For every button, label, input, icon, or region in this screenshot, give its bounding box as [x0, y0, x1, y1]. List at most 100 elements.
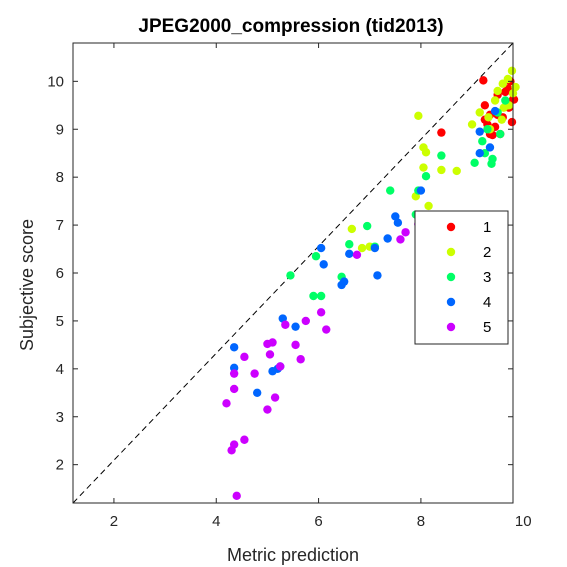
data-point — [497, 115, 506, 124]
data-point — [296, 355, 305, 364]
legend-label: 3 — [483, 269, 491, 286]
legend-marker — [446, 297, 456, 307]
data-point — [229, 343, 239, 352]
legend-marker — [446, 322, 456, 332]
data-point — [316, 291, 326, 301]
series-4-points — [229, 106, 500, 397]
data-point — [229, 384, 239, 394]
data-point — [311, 252, 321, 261]
data-point — [319, 260, 328, 269]
y-tick-label: 2 — [56, 457, 64, 474]
data-point — [281, 320, 290, 329]
data-point — [401, 228, 410, 237]
data-point — [467, 120, 477, 129]
y-tick-label: 10 — [47, 73, 64, 90]
data-point — [276, 362, 285, 371]
x-tick-label: 8 — [417, 513, 425, 530]
data-point — [345, 240, 354, 249]
data-point — [483, 125, 492, 134]
data-point — [437, 165, 446, 175]
legend-marker — [446, 247, 456, 257]
data-point — [263, 405, 272, 414]
x-tick-label: 6 — [314, 513, 322, 530]
y-tick-label: 3 — [56, 409, 64, 426]
data-point — [222, 399, 231, 408]
data-point — [452, 166, 461, 176]
data-point — [499, 103, 508, 112]
data-point — [419, 163, 428, 172]
data-point — [485, 143, 495, 152]
data-point — [316, 243, 326, 253]
data-point — [484, 113, 493, 122]
data-point — [250, 369, 259, 378]
data-point — [301, 316, 310, 326]
data-point — [475, 127, 484, 136]
x-tick-label: 2 — [110, 513, 118, 530]
x-axis-label: Metric prediction — [227, 545, 359, 565]
y-tick-label: 9 — [56, 121, 64, 138]
reference-line-group — [72, 42, 514, 504]
data-point — [232, 491, 241, 501]
data-point — [416, 186, 426, 195]
data-point — [286, 271, 295, 280]
legend-label: 4 — [483, 294, 491, 311]
x-tick-label: 4 — [212, 513, 220, 530]
y-tick-label: 7 — [56, 217, 64, 234]
data-points-group — [222, 66, 520, 501]
identity-reference-line — [72, 42, 514, 504]
data-point — [421, 148, 431, 157]
data-point — [393, 218, 403, 227]
data-point — [265, 350, 275, 359]
data-point — [437, 128, 446, 137]
data-point — [424, 201, 433, 211]
y-axis-label: Subjective score — [17, 219, 37, 351]
data-point — [475, 149, 484, 158]
data-point — [322, 325, 331, 334]
legend-label: 1 — [483, 219, 491, 236]
legend: 1 2 3 4 5 — [414, 210, 509, 345]
data-point — [337, 280, 346, 290]
data-point — [490, 106, 500, 116]
data-point — [507, 117, 517, 127]
y-tick-label: 8 — [56, 169, 64, 186]
y-tick-label: 6 — [56, 265, 64, 282]
data-point — [270, 393, 280, 402]
data-point — [414, 111, 423, 121]
data-point — [493, 86, 502, 96]
data-point — [227, 446, 236, 455]
data-point — [291, 322, 300, 331]
y-tick-label: 5 — [56, 313, 64, 330]
data-point — [421, 172, 431, 181]
data-point — [501, 96, 510, 105]
chart-title: JPEG2000_compression (tid2013) — [138, 16, 443, 37]
data-point — [268, 338, 277, 347]
data-point — [396, 235, 405, 244]
data-point — [437, 151, 446, 160]
x-tick-label: 10 — [515, 513, 532, 530]
y-tick-label: 4 — [56, 361, 64, 378]
legend-label: 2 — [483, 244, 491, 261]
data-point — [362, 221, 372, 231]
data-point — [509, 95, 519, 104]
series-5-points — [222, 219, 423, 501]
data-point — [352, 250, 362, 259]
data-point — [370, 243, 380, 253]
legend-marker — [446, 222, 456, 232]
data-point — [478, 137, 487, 146]
data-point — [357, 243, 367, 253]
data-point — [373, 271, 382, 280]
data-point — [347, 224, 357, 234]
data-point — [229, 369, 239, 378]
data-point — [470, 158, 479, 167]
axis-ticks-group: 2 4 6 8 10 2 3 4 5 6 7 8 9 10 — [47, 43, 532, 530]
data-point — [498, 79, 507, 88]
legend-label: 5 — [483, 319, 491, 336]
legend-marker — [446, 272, 456, 282]
data-point — [487, 159, 496, 168]
data-point — [291, 340, 300, 350]
data-point — [507, 66, 517, 75]
data-point — [480, 101, 490, 110]
data-point — [309, 291, 318, 301]
